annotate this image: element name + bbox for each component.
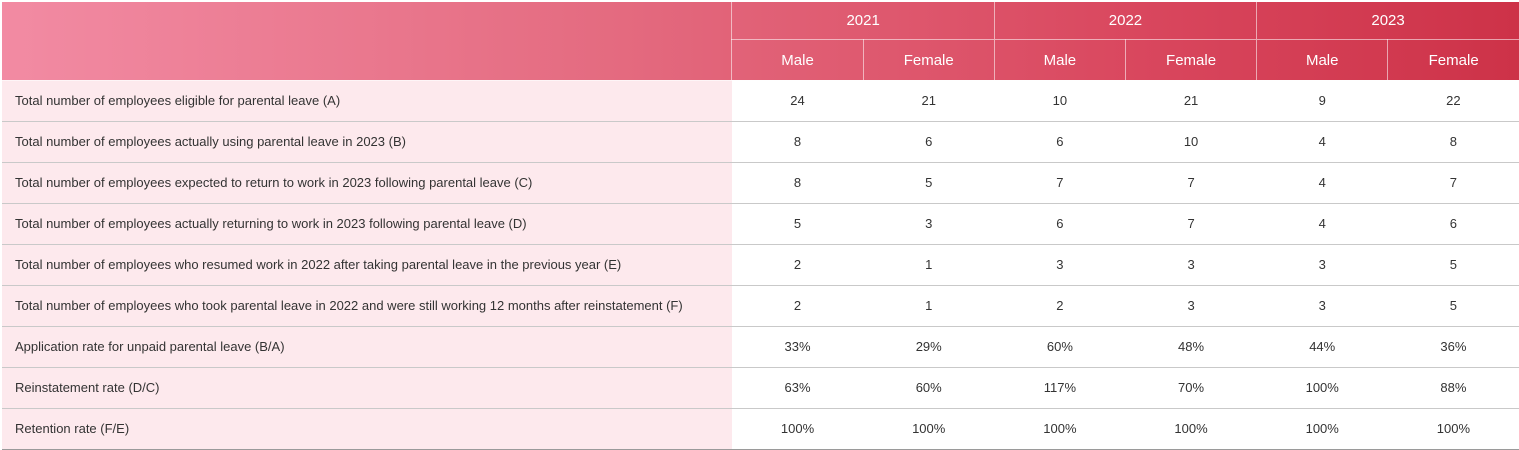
sex-header-cell: Male [731, 39, 864, 80]
value-cell: 29% [863, 326, 995, 368]
row-label: Total number of employees actually retur… [2, 203, 732, 245]
table-row: Application rate for unpaid parental lea… [2, 326, 1519, 368]
value-cell: 36% [1387, 326, 1519, 368]
value-cell: 44% [1256, 326, 1388, 368]
value-cell: 21 [863, 80, 995, 122]
table-row: Total number of employees who resumed wo… [2, 244, 1519, 286]
value-cell: 70% [1125, 367, 1257, 409]
value-cell: 22 [1387, 80, 1519, 122]
value-cell: 100% [994, 408, 1126, 450]
value-cell: 117% [994, 367, 1126, 409]
value-cell: 100% [1387, 408, 1519, 450]
header-corner-cell [2, 2, 732, 81]
value-cell: 6 [863, 121, 995, 163]
value-cell: 6 [1387, 203, 1519, 245]
value-cell: 4 [1256, 121, 1388, 163]
sex-header-row: Male Female Male Female Male Female [2, 39, 1519, 80]
value-cell: 33% [731, 326, 864, 368]
value-cell: 3 [1125, 244, 1257, 286]
value-cell: 8 [731, 121, 864, 163]
row-label: Application rate for unpaid parental lea… [2, 326, 732, 368]
value-cell: 5 [731, 203, 864, 245]
value-cell: 100% [731, 408, 864, 450]
value-cell: 3 [994, 244, 1126, 286]
value-cell: 8 [1387, 121, 1519, 163]
value-cell: 6 [994, 203, 1126, 245]
value-cell: 7 [1387, 162, 1519, 204]
sex-header-cell: Male [993, 39, 1126, 80]
value-cell: 88% [1387, 367, 1519, 409]
value-cell: 9 [1256, 80, 1388, 122]
table-body: Total number of employees eligible for p… [2, 80, 1519, 450]
value-cell: 5 [1387, 285, 1519, 327]
value-cell: 3 [1125, 285, 1257, 327]
sex-header-cell: Male [1256, 39, 1388, 80]
value-cell: 8 [731, 162, 864, 204]
sex-header-cell: Female [862, 39, 995, 80]
row-label: Retention rate (F/E) [2, 408, 732, 450]
year-header-row: 2021 2022 2023 [2, 2, 1519, 81]
row-label: Total number of employees who resumed wo… [2, 244, 732, 286]
value-cell: 24 [731, 80, 864, 122]
value-cell: 3 [1256, 285, 1388, 327]
row-label: Reinstatement rate (D/C) [2, 367, 732, 409]
value-cell: 1 [863, 285, 995, 327]
sex-header-cell: Female [1124, 39, 1257, 80]
value-cell: 5 [1387, 244, 1519, 286]
table-row: Total number of employees who took paren… [2, 285, 1519, 327]
row-label: Total number of employees eligible for p… [2, 80, 732, 122]
value-cell: 7 [994, 162, 1126, 204]
row-label: Total number of employees expected to re… [2, 162, 732, 204]
value-cell: 2 [994, 285, 1126, 327]
value-cell: 10 [1125, 121, 1257, 163]
value-cell: 60% [863, 367, 995, 409]
value-cell: 60% [994, 326, 1126, 368]
year-header-2023: 2023 [1256, 2, 1519, 40]
table-row: Total number of employees expected to re… [2, 162, 1519, 204]
table-row: Total number of employees actually retur… [2, 203, 1519, 245]
value-cell: 4 [1256, 162, 1388, 204]
value-cell: 5 [863, 162, 995, 204]
year-header-2021: 2021 [731, 2, 995, 40]
row-label: Total number of employees who took paren… [2, 285, 732, 327]
sex-header-cell: Female [1387, 39, 1519, 80]
year-header-2022: 2022 [993, 2, 1257, 40]
table-row: Retention rate (F/E) 100% 100% 100% 100% 100%… [2, 408, 1519, 450]
value-cell: 100% [1256, 367, 1388, 409]
value-cell: 10 [994, 80, 1126, 122]
value-cell: 3 [863, 203, 995, 245]
row-label: Total number of employees actually using… [2, 121, 732, 163]
value-cell: 100% [863, 408, 995, 450]
table-row: Total number of employees actually using… [2, 121, 1519, 163]
value-cell: 4 [1256, 203, 1388, 245]
value-cell: 6 [994, 121, 1126, 163]
value-cell: 3 [1256, 244, 1388, 286]
value-cell: 48% [1125, 326, 1257, 368]
value-cell: 100% [1256, 408, 1388, 450]
table-row: Total number of employees eligible for p… [2, 80, 1519, 122]
value-cell: 1 [863, 244, 995, 286]
table-header: 2021 2022 2023 Male Female Male Female M… [2, 2, 1519, 81]
value-cell: 63% [731, 367, 864, 409]
table-row: Reinstatement rate (D/C) 63% 60% 117% 70% 100… [2, 367, 1519, 409]
value-cell: 21 [1125, 80, 1257, 122]
value-cell: 7 [1125, 203, 1257, 245]
value-cell: 100% [1125, 408, 1257, 450]
value-cell: 2 [731, 244, 864, 286]
value-cell: 7 [1125, 162, 1257, 204]
value-cell: 2 [731, 285, 864, 327]
